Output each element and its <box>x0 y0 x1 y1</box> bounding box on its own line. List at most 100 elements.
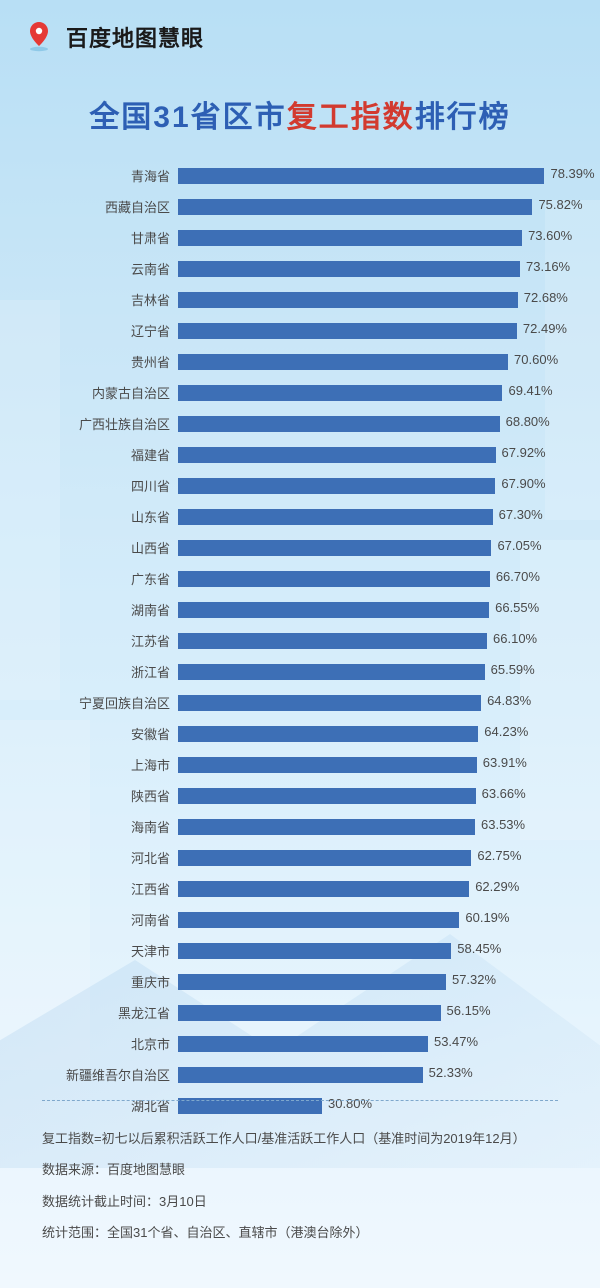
row-label: 河南省 <box>60 910 178 929</box>
chart-row: 宁夏回族自治区 64.83% <box>60 687 552 718</box>
bar-value: 52.33% <box>429 1065 473 1080</box>
row-label: 山西省 <box>60 538 178 557</box>
bar-wrap: 70.60% <box>178 354 552 370</box>
row-label: 北京市 <box>60 1034 178 1053</box>
bar-value: 65.59% <box>491 662 535 677</box>
bar-wrap: 63.53% <box>178 819 552 835</box>
bar <box>178 571 490 587</box>
bar <box>178 757 477 773</box>
chart-row: 内蒙古自治区69.41% <box>60 377 552 408</box>
bar-wrap: 64.23% <box>178 726 552 742</box>
chart-row: 北京市 53.47% <box>60 1028 552 1059</box>
chart-row: 上海市63.91% <box>60 749 552 780</box>
chart-row: 山西省67.05% <box>60 532 552 563</box>
row-label: 辽宁省 <box>60 321 178 340</box>
bar <box>178 385 502 401</box>
footnote-formula: 复工指数=初七以后累积活跃工作人口/基准活跃工作人口（基准时间为2019年12月… <box>42 1123 558 1154</box>
bar <box>178 478 495 494</box>
row-label: 河北省 <box>60 848 178 867</box>
bar <box>178 943 451 959</box>
chart-row: 浙江省65.59% <box>60 656 552 687</box>
chart-row: 青海省78.39% <box>60 160 552 191</box>
bar <box>178 788 476 804</box>
bar <box>178 1067 423 1083</box>
row-label: 云南省 <box>60 259 178 278</box>
bar-wrap: 67.05% <box>178 540 552 556</box>
chart-title: 全国31省区市复工指数排行榜 <box>0 92 600 136</box>
bar <box>178 509 493 525</box>
chart-row: 云南省73.16% <box>60 253 552 284</box>
chart-row: 江西省62.29% <box>60 873 552 904</box>
bar-wrap: 58.45% <box>178 943 552 959</box>
row-label: 黑龙江省 <box>60 1003 178 1022</box>
chart-row: 黑龙江省 56.15% <box>60 997 552 1028</box>
row-label: 吉林省 <box>60 290 178 309</box>
bar-value: 70.60% <box>514 352 558 367</box>
chart-row: 山东省 67.30% <box>60 501 552 532</box>
bar-wrap: 64.83% <box>178 695 552 711</box>
bar-wrap: 73.60% <box>178 230 552 246</box>
bar <box>178 168 544 184</box>
footnote-cutoff: 数据统计截止时间：3月10日 <box>42 1186 558 1217</box>
chart-row: 四川省67.90% <box>60 470 552 501</box>
bar-value: 67.90% <box>501 476 545 491</box>
title-part-1: 全国31省区市 <box>89 101 286 134</box>
bar-value: 62.29% <box>475 879 519 894</box>
bar-wrap: 66.70% <box>178 571 552 587</box>
row-label: 天津市 <box>60 941 178 960</box>
bar-wrap: 69.41% <box>178 385 552 401</box>
bar-value: 56.15% <box>447 1003 491 1018</box>
bar-wrap: 78.39% <box>178 168 552 184</box>
bar-wrap: 63.91% <box>178 757 552 773</box>
bar <box>178 819 475 835</box>
bar-wrap: 66.55% <box>178 602 552 618</box>
chart-row: 新疆维吾尔自治区52.33% <box>60 1059 552 1090</box>
chart-row: 吉林省72.68% <box>60 284 552 315</box>
bar-value: 73.16% <box>526 259 570 274</box>
bar <box>178 1036 428 1052</box>
bar <box>178 1005 441 1021</box>
row-label: 山东省 <box>60 507 178 526</box>
bar-value: 60.19% <box>465 910 509 925</box>
bar-chart: 青海省78.39%西藏自治区75.82%甘肃省73.60%云南省73.16%吉林… <box>60 160 552 1121</box>
chart-row: 广东省66.70% <box>60 563 552 594</box>
row-label: 福建省 <box>60 445 178 464</box>
bar-value: 75.82% <box>538 197 582 212</box>
chart-row: 河南省 60.19% <box>60 904 552 935</box>
bar <box>178 261 520 277</box>
bar-value: 64.83% <box>487 693 531 708</box>
row-label: 上海市 <box>60 755 178 774</box>
bar-wrap: 67.30% <box>178 509 552 525</box>
bar <box>178 292 518 308</box>
bar-value: 78.39% <box>550 166 594 181</box>
bar-wrap: 62.29% <box>178 881 552 897</box>
bar-wrap: 75.82% <box>178 199 552 215</box>
bar-wrap: 63.66% <box>178 788 552 804</box>
bar-wrap: 67.92% <box>178 447 552 463</box>
baidu-map-icon <box>22 20 56 54</box>
bar-wrap: 65.59% <box>178 664 552 680</box>
bar <box>178 726 478 742</box>
bar-value: 53.47% <box>434 1034 478 1049</box>
bar-wrap: 73.16% <box>178 261 552 277</box>
bar-wrap: 72.68% <box>178 292 552 308</box>
chart-row: 安徽省64.23% <box>60 718 552 749</box>
bar-value: 66.10% <box>493 631 537 646</box>
logo-text: 百度地图慧眼 <box>66 21 204 53</box>
bar-value: 63.66% <box>482 786 526 801</box>
bar-value: 72.68% <box>524 290 568 305</box>
bar-value: 67.30% <box>499 507 543 522</box>
chart-row: 辽宁省72.49% <box>60 315 552 346</box>
bar-value: 67.92% <box>502 445 546 460</box>
bar <box>178 230 522 246</box>
row-label: 西藏自治区 <box>60 197 178 216</box>
row-label: 甘肃省 <box>60 228 178 247</box>
bar <box>178 912 459 928</box>
row-label: 宁夏回族自治区 <box>60 693 178 712</box>
bar <box>178 323 517 339</box>
bar-wrap: 72.49% <box>178 323 552 339</box>
bar-value: 72.49% <box>523 321 567 336</box>
bar <box>178 633 487 649</box>
logo: 百度地图慧眼 <box>22 20 204 54</box>
chart-row: 江苏省66.10% <box>60 625 552 656</box>
